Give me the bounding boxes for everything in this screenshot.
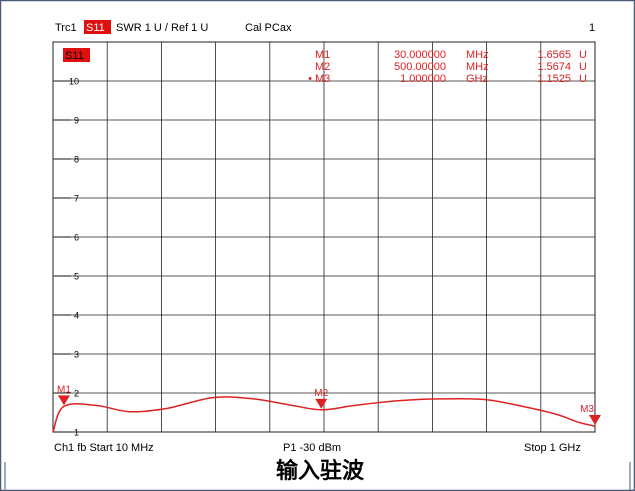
marker-active-bullet: • bbox=[308, 73, 312, 85]
y-tick-label: 8 bbox=[74, 155, 79, 165]
caption: 输入驻波 bbox=[276, 458, 365, 483]
marker-glyphs: M1 M2 M3 bbox=[57, 384, 601, 426]
marker-reading: 1.5674 bbox=[537, 61, 571, 73]
marker-triangle bbox=[589, 415, 601, 426]
y-tick-label: 5 bbox=[74, 272, 79, 282]
trace-tag bbox=[63, 48, 90, 62]
y-tick-label: 3 bbox=[74, 350, 79, 360]
marker-reading-unit: U bbox=[579, 49, 587, 61]
format-label: SWR 1 U / Ref 1 U bbox=[116, 22, 208, 34]
s11-trace bbox=[52, 396, 596, 433]
trace-tag-label: S11 bbox=[65, 50, 84, 62]
param-tag bbox=[84, 20, 111, 34]
grid bbox=[53, 42, 595, 432]
marker-glyph-label: M3 bbox=[580, 404, 594, 415]
marker-glyph-label: M1 bbox=[57, 384, 71, 395]
marker-reading: 1.1525 bbox=[537, 73, 571, 85]
marker-unit: MHz bbox=[466, 61, 489, 73]
footer-stop: Stop 1 GHz bbox=[524, 442, 581, 454]
y-tick-label: 9 bbox=[74, 116, 79, 126]
footer-power: P1 -30 dBm bbox=[283, 442, 341, 454]
marker-label: M3 bbox=[315, 73, 330, 85]
channel-number: 1 bbox=[589, 22, 595, 34]
param-label: S11 bbox=[86, 22, 105, 34]
marker-label: M1 bbox=[315, 49, 330, 61]
marker-unit: GHz bbox=[466, 73, 488, 85]
marker-stimulus: 30.000000 bbox=[394, 49, 446, 61]
y-tick-label: 1 bbox=[74, 428, 79, 438]
y-tick-labels: 1 2 3 4 5 6 7 8 9 10 bbox=[54, 77, 79, 438]
y-tick-label: 4 bbox=[74, 311, 79, 321]
marker-stimulus: 1.000000 bbox=[400, 73, 446, 85]
footer-channel: Ch1 fb Start 10 MHz bbox=[54, 442, 154, 454]
marker-glyph-label: M2 bbox=[314, 388, 328, 399]
marker-label: M2 bbox=[315, 61, 330, 73]
marker-reading-unit: U bbox=[579, 73, 587, 85]
trace-label: Trc1 bbox=[55, 22, 77, 34]
y-tick-label: 10 bbox=[69, 77, 79, 87]
marker-triangle bbox=[57, 395, 70, 406]
cal-label: Cal PCax bbox=[245, 22, 292, 34]
y-tick-label: 2 bbox=[74, 389, 79, 399]
marker-reading-unit: U bbox=[579, 61, 587, 73]
y-tick-label: 6 bbox=[74, 233, 79, 243]
marker-stimulus: 500.00000 bbox=[394, 61, 446, 73]
y-tick-label: 7 bbox=[74, 194, 79, 204]
marker-triangle bbox=[315, 398, 328, 409]
marker-unit: MHz bbox=[466, 49, 489, 61]
marker-table: M1 30.000000 MHz 1.6565 U M2 500.00000 MHz 1.567… bbox=[308, 49, 587, 85]
marker-reading: 1.6565 bbox=[537, 49, 571, 61]
